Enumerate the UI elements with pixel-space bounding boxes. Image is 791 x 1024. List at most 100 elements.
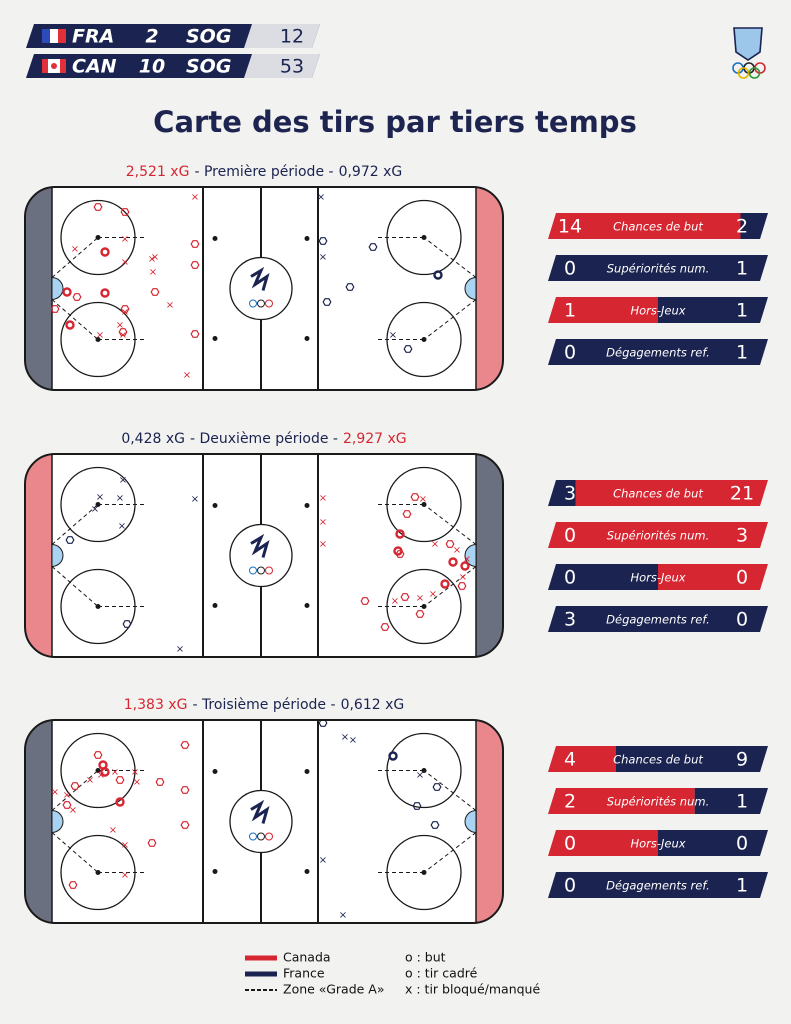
neutral-dot (304, 503, 310, 508)
shot-marker: × (121, 870, 129, 881)
end-right (476, 720, 503, 923)
sog-box (244, 24, 320, 48)
shot-marker (100, 288, 110, 298)
crease (51, 809, 64, 834)
stat-label: Dégagements ref. (606, 613, 710, 627)
center-ring (257, 832, 265, 841)
stat-left (548, 213, 741, 239)
stat-right-value: 2 (736, 216, 748, 238)
neutral-dot (304, 236, 310, 241)
stat-right-value: 1 (736, 342, 748, 364)
period-label: - Deuxième période - (190, 431, 338, 447)
shot-marker (120, 208, 130, 216)
stat-left (548, 564, 658, 590)
shot-marker (180, 741, 190, 749)
shot-marker: × (121, 257, 129, 268)
stat-left-value: 3 (564, 483, 576, 505)
stat-right (694, 788, 768, 814)
shot-marker: × (416, 770, 424, 781)
rink: ×××××××××××××××× (25, 720, 503, 923)
rink: ×××××××××××××××××× (25, 454, 503, 657)
stat-bar (548, 830, 768, 856)
shot-marker (93, 751, 103, 759)
shot-marker: × (166, 300, 174, 311)
stat-left-value: 0 (564, 875, 576, 897)
team-goals: 10 (139, 56, 165, 78)
shot-marker (318, 237, 328, 245)
neutral-dot (212, 336, 218, 341)
shot-marker (190, 330, 200, 338)
stat-bar (548, 872, 768, 898)
shot-marker: × (349, 735, 357, 746)
shot-marker: × (71, 244, 79, 255)
legend-blocked: x : tir bloqué/manqué (405, 982, 540, 997)
shot-marker (180, 786, 190, 794)
stat-bar (548, 297, 768, 323)
shot-marker: × (69, 805, 77, 816)
stat-bar (548, 480, 768, 506)
center-ring (257, 299, 265, 308)
stat-left-value: 0 (564, 258, 576, 280)
flag-red-r (60, 59, 66, 73)
flag-white (50, 29, 58, 43)
shot-marker: × (121, 307, 129, 318)
grade-a-zone (51, 770, 99, 811)
shot-marker (122, 620, 132, 628)
shot-marker (65, 320, 75, 330)
shot-marker (62, 801, 72, 809)
stat-right (548, 339, 768, 365)
center-logo (250, 799, 270, 824)
shot-marker: × (453, 545, 461, 556)
neutral-dot (212, 603, 218, 608)
stat-right-value: 0 (736, 833, 748, 855)
stat-bar (548, 788, 768, 814)
shot-marker: × (111, 767, 119, 778)
stat-left-value: 0 (564, 525, 576, 547)
stat-left-value: 0 (564, 342, 576, 364)
shot-marker (395, 529, 405, 539)
stat-label: Hors-Jeux (630, 304, 685, 318)
stat-right-value: 3 (736, 525, 748, 547)
stat-right (548, 872, 768, 898)
shot-marker: × (118, 521, 126, 532)
stat-bar (548, 255, 768, 281)
shot-marker (62, 287, 72, 297)
shot-marker (400, 593, 410, 601)
shot-marker (50, 305, 60, 313)
stat-left (548, 830, 658, 856)
shot-marker (318, 720, 328, 727)
shot-marker: × (459, 572, 467, 583)
stat-left (548, 788, 695, 814)
stat-right (548, 255, 768, 281)
grade-a-zone (423, 504, 477, 545)
xg-left: 1,383 xG (124, 697, 188, 713)
grade-a-zone (423, 832, 477, 873)
stat-left (548, 746, 616, 772)
team-goals: 2 (145, 26, 158, 48)
grade-a-zone (423, 299, 477, 340)
neutral-dot (212, 869, 218, 874)
shot-marker (433, 270, 443, 280)
shot-marker: × (131, 767, 139, 778)
shot-marker: × (176, 644, 184, 655)
stat-label: Dégagements ref. (606, 879, 710, 893)
end-right (476, 454, 503, 657)
legend-canada: Canada (283, 950, 331, 965)
shot-marker (155, 778, 165, 786)
end-left (25, 720, 52, 923)
sog-value: 12 (280, 26, 304, 48)
neutral-dot (304, 336, 310, 341)
shot-marker (345, 283, 355, 291)
stat-bar (548, 339, 768, 365)
shot-marker (147, 839, 157, 847)
stat-right (575, 480, 768, 506)
grade-a-zone (51, 504, 99, 545)
stat-label: Hors-Jeux (630, 571, 685, 585)
stat-label: Supériorités num. (607, 529, 710, 543)
grade-a-zone (51, 566, 99, 607)
legend-goal: o : but (405, 950, 446, 965)
flag-leaf (51, 63, 57, 69)
legend-france: France (283, 966, 325, 981)
shot-marker (190, 240, 200, 248)
